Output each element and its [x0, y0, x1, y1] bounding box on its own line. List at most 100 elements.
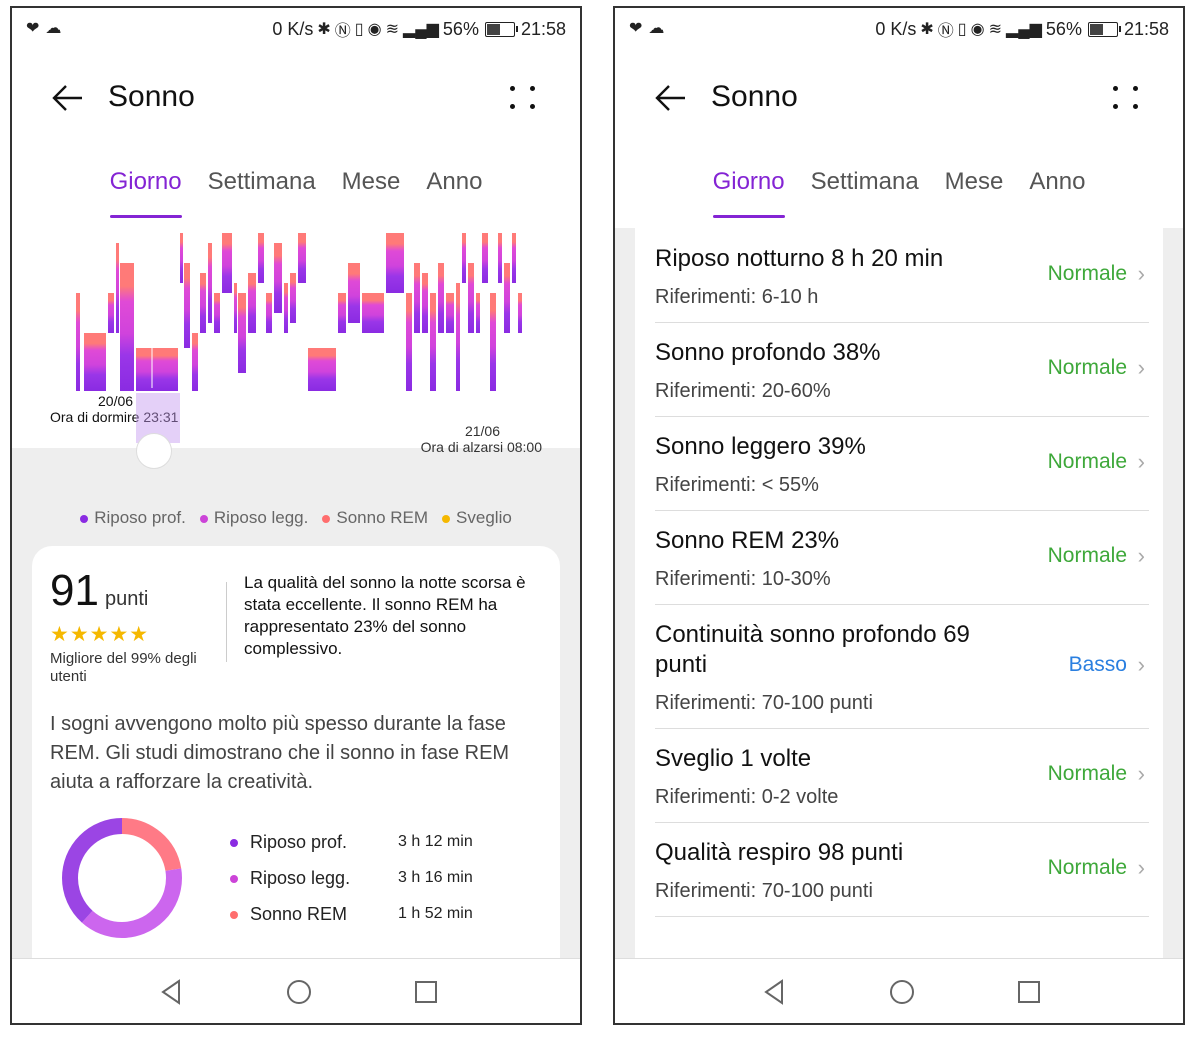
cloud-icon: ☁: [45, 20, 62, 37]
wake-label: Ora di alzarsi 08:00: [420, 439, 542, 455]
metric-reference: Riferimenti: 20-60%: [655, 380, 831, 402]
donut-segment-light: [62, 818, 182, 938]
sleep-stage-bar: [406, 293, 412, 391]
system-nav-bar: [615, 958, 1183, 1023]
tab-settimana[interactable]: Settimana: [207, 168, 316, 195]
tab-anno[interactable]: Anno: [426, 168, 483, 195]
page-title: Sonno: [108, 80, 195, 113]
status-bar: ❤ ☁ 0 K/s ✱ Ⓝ ▯ ◉ ≋ ▂▄▆ 56% 21:58: [615, 8, 1183, 48]
sleep-stage-bar: [414, 263, 420, 333]
metric-reference: Riferimenti: 6-10 h: [655, 286, 819, 308]
metric-row[interactable]: Riposo notturno 8 h 20 min Riferimenti: 6…: [655, 228, 1149, 323]
tab-giorno[interactable]: Giorno: [109, 168, 182, 218]
sleep-stage-bar: [222, 233, 232, 293]
percentile-text: Migliore del 99% degli utenti: [50, 650, 197, 685]
metric-reference: Riferimenti: 0-2 volte: [655, 786, 839, 808]
sleep-stage-bar: [490, 293, 496, 391]
nav-recents-icon[interactable]: [411, 977, 441, 1007]
chevron-right-icon: ›: [1137, 543, 1145, 568]
sleep-stage-bar: [362, 293, 384, 333]
sleep-stage-bar: [456, 283, 460, 391]
sleep-stage-bar: [386, 233, 404, 293]
chevron-right-icon: ›: [1137, 761, 1145, 786]
sleep-stage-bar: [298, 233, 306, 283]
period-tabs: Giorno Settimana Mese Anno: [615, 168, 1183, 218]
wifi-icon: ≋: [988, 21, 1002, 38]
metric-status: Normale: [1047, 856, 1127, 879]
sleep-stage-bar: [338, 293, 346, 333]
metric-status: Normale: [1047, 450, 1127, 473]
metric-row[interactable]: Continuità sonno profondo 69 punti Riferi…: [655, 604, 1149, 729]
sleep-stage-bar: [438, 263, 444, 333]
wake-date: 21/06: [464, 423, 500, 439]
metric-name: Continuità sonno profondo 69 punti: [655, 621, 970, 678]
chevron-right-icon: ›: [1137, 652, 1145, 677]
metric-row[interactable]: Qualità respiro 98 punti Riferimenti: 70-…: [655, 822, 1149, 917]
nav-home-icon[interactable]: [887, 977, 917, 1007]
phone-screen-left: ❤ ☁ 0 K/s ✱ Ⓝ ▯ ◉ ≋ ▂▄▆ 56% 21:58 Sonno …: [10, 6, 582, 1025]
sleep-score-card: 91 punti ★★★★★ Migliore del 99% degli ute…: [32, 546, 560, 1023]
nav-recents-icon[interactable]: [1014, 977, 1044, 1007]
network-speed: 0 K/s: [272, 18, 314, 39]
metric-row[interactable]: Sonno leggero 39% Riferimenti: < 55% Norma…: [655, 416, 1149, 511]
sleep-stage-bar: [192, 333, 198, 391]
tab-mese[interactable]: Mese: [944, 168, 1004, 195]
chevron-right-icon: ›: [1137, 261, 1145, 286]
vibrate-icon: ▯: [354, 21, 364, 38]
stat-row-rem: Sonno REM 1 h 52 min: [228, 904, 528, 940]
sleep-metrics-list: Riposo notturno 8 h 20 min Riferimenti: 6…: [635, 228, 1163, 959]
status-bar: ❤ ☁ 0 K/s ✱ Ⓝ ▯ ◉ ≋ ▂▄▆ 56% 21:58: [12, 8, 580, 48]
metric-row[interactable]: Sonno profondo 38% Riferimenti: 20-60% Nor…: [655, 322, 1149, 417]
sleep-stage-chart: 20/06 Ora di dormire 23:31 21/06 Ora di …: [12, 223, 580, 463]
metric-row[interactable]: Sonno REM 23% Riferimenti: 10-30% Normale ›: [655, 510, 1149, 605]
tab-mese[interactable]: Mese: [341, 168, 401, 195]
tab-anno[interactable]: Anno: [1029, 168, 1086, 195]
vibrate-icon: ▯: [957, 21, 967, 38]
legend-light: Riposo legg.: [199, 508, 308, 528]
app-bar: Sonno: [12, 68, 580, 134]
nav-back-icon[interactable]: [760, 977, 790, 1007]
chevron-right-icon: ›: [1137, 355, 1145, 380]
sleep-stage-bar: [238, 293, 246, 373]
more-options-icon[interactable]: [1113, 80, 1143, 114]
sleep-stage-bar: [208, 243, 212, 323]
back-arrow-icon[interactable]: [48, 78, 88, 118]
more-options-icon[interactable]: [510, 80, 540, 114]
sleep-stage-bar: [290, 273, 296, 323]
sleep-stage-bar: [504, 263, 510, 333]
network-speed: 0 K/s: [875, 18, 917, 39]
score-value: 91: [50, 566, 99, 615]
battery-icon: [1087, 21, 1121, 37]
sleep-stage-bar: [498, 233, 502, 283]
sleep-stage-bar: [136, 348, 178, 391]
sleep-stage-bar: [274, 243, 282, 313]
metric-name: Sonno profondo 38%: [655, 339, 881, 366]
score-unit: punti: [104, 588, 149, 610]
health-heart-icon: ❤: [26, 20, 40, 37]
period-tabs: Giorno Settimana Mese Anno: [12, 168, 580, 218]
sleep-stage-bar: [258, 233, 264, 283]
sleep-stage-bar: [430, 293, 436, 391]
nav-home-icon[interactable]: [284, 977, 314, 1007]
tab-settimana[interactable]: Settimana: [810, 168, 919, 195]
legend-deep: Riposo prof.: [80, 508, 186, 528]
nav-back-icon[interactable]: [157, 977, 187, 1007]
signal-icon: ▂▄▆: [1005, 21, 1042, 38]
stat-row-deep: Riposo prof. 3 h 12 min: [228, 832, 528, 868]
back-arrow-icon[interactable]: [651, 78, 691, 118]
chart-legend: Riposo prof. Riposo legg. Sonno REM Sveg…: [12, 508, 580, 528]
sleep-hypnogram: [76, 223, 522, 391]
health-heart-icon: ❤: [629, 20, 643, 37]
metric-row[interactable]: Sveglio 1 volte Riferimenti: 0-2 volte Nor…: [655, 728, 1149, 823]
metric-reference: Riferimenti: 70-100 punti: [655, 880, 873, 902]
metric-reference: Riferimenti: < 55%: [655, 474, 819, 496]
time-cursor-handle[interactable]: [136, 433, 172, 469]
sleep-stage-bar: [422, 273, 428, 333]
sleep-stage-bar: [348, 263, 360, 323]
tab-giorno[interactable]: Giorno: [712, 168, 785, 218]
eye-comfort-icon: ◉: [367, 21, 382, 38]
phone-screen-right: ❤ ☁ 0 K/s ✱ Ⓝ ▯ ◉ ≋ ▂▄▆ 56% 21:58 Sonno …: [613, 6, 1185, 1025]
sleep-stage-bar: [180, 233, 183, 283]
metric-status: Basso: [1068, 653, 1127, 676]
sleep-stage-bar: [200, 273, 206, 333]
